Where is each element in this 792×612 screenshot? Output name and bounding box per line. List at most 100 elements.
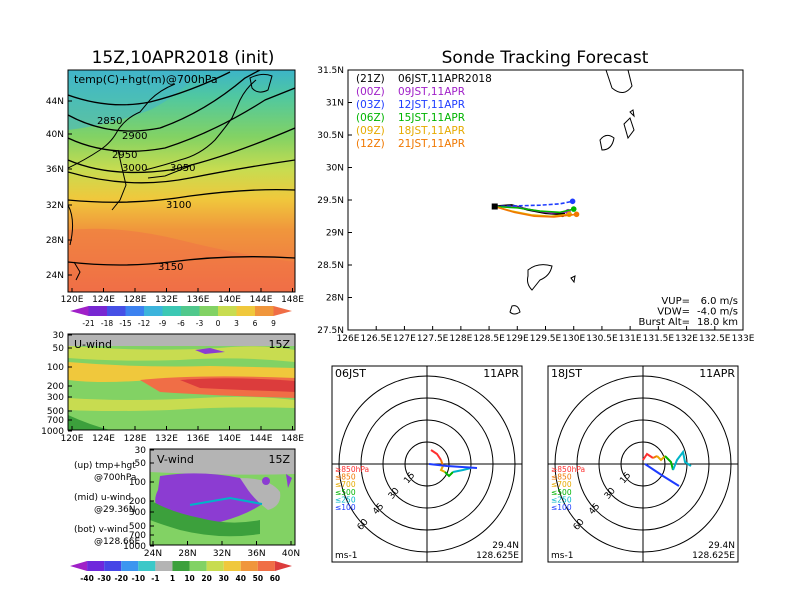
lat-tick-label: 30.5N bbox=[317, 131, 344, 141]
param-value: 18.0 km bbox=[697, 317, 738, 328]
colorbar-label: 20 bbox=[201, 574, 211, 583]
level-legend: ≤850 bbox=[551, 473, 572, 482]
lon-tick-label: 127.5E bbox=[417, 334, 449, 344]
contour-label: 2850 bbox=[97, 116, 122, 127]
colorbar-label: -15 bbox=[119, 319, 131, 328]
lon-tick-label: 136E bbox=[187, 295, 210, 305]
lat-tick-label: 30N bbox=[326, 164, 344, 174]
pressure-tick-label: 700 bbox=[129, 531, 146, 541]
lat-tick-label: 29N bbox=[326, 229, 344, 239]
colorbar-swatch bbox=[125, 306, 144, 316]
lon-tick-label: 136E bbox=[187, 434, 210, 444]
colorbar-label: -3 bbox=[196, 319, 204, 328]
colorbar-label: 60 bbox=[270, 574, 280, 583]
note-head: (up) tmp+hgt bbox=[74, 461, 136, 471]
colorbar-label: 30 bbox=[218, 574, 228, 583]
pressure-tick-label: 700 bbox=[47, 416, 64, 426]
map-label: temp(C)+hgt(m)@700hPa bbox=[74, 73, 218, 86]
hodo-time: 18JST bbox=[551, 367, 582, 380]
legend-code: (09Z) bbox=[356, 125, 385, 137]
colorbar-swatch bbox=[88, 306, 107, 316]
colorbar-label: -30 bbox=[97, 574, 111, 583]
level-legend: ≤700 bbox=[335, 480, 356, 489]
lon-tick-label: 130E bbox=[562, 334, 585, 344]
track-line bbox=[494, 205, 574, 214]
colorbar-swatch bbox=[199, 306, 218, 316]
level-legend: ≥850hPa bbox=[335, 465, 369, 474]
track-line bbox=[494, 205, 577, 218]
contour-label: 3050 bbox=[170, 163, 195, 174]
lat-tick-label: 29.5N bbox=[317, 196, 344, 206]
contour-label: 2950 bbox=[112, 150, 137, 161]
contour-label: 3100 bbox=[166, 200, 191, 211]
colorbar-label: 6 bbox=[253, 319, 258, 328]
hodo-time: 06JST bbox=[335, 367, 366, 380]
note-sub: @29.36N bbox=[94, 505, 136, 515]
colorbar-label: 40 bbox=[236, 574, 246, 583]
lon-tick-label: 130.5E bbox=[586, 334, 618, 344]
colorbar-swatch bbox=[104, 561, 122, 571]
contour-label: 3150 bbox=[158, 262, 183, 273]
lat-tick-label: 40N bbox=[282, 549, 300, 559]
contour-label: 3000 bbox=[122, 163, 147, 174]
lon-tick-label: 140E bbox=[218, 295, 241, 305]
lon-tick-label: 128E bbox=[124, 295, 147, 305]
lat-tick-label: 28.5N bbox=[317, 261, 344, 271]
hodograph-trace bbox=[644, 463, 680, 487]
colorbar-label: 9 bbox=[271, 319, 276, 328]
lat-tick-label: 31.5N bbox=[317, 66, 344, 76]
lon-tick-label: 124E bbox=[92, 434, 115, 444]
pressure-tick-label: 500 bbox=[129, 522, 146, 532]
hodo-units: ms-1 bbox=[551, 551, 573, 561]
pressure-tick-label: 50 bbox=[53, 344, 65, 354]
level-legend: ≤250 bbox=[335, 495, 356, 504]
hodograph-trace bbox=[652, 455, 658, 459]
lat-tick-label: 36N bbox=[247, 549, 265, 559]
lon-tick-label: 124E bbox=[92, 295, 115, 305]
colorbar-label: 10 bbox=[184, 574, 194, 583]
legend-time: 15JST,11APR bbox=[398, 112, 465, 124]
colorbar-label: 0 bbox=[216, 319, 221, 328]
lat-tick-label: 28N bbox=[326, 294, 344, 304]
v-wind-label: V-wind bbox=[157, 453, 194, 466]
lon-tick-label: 132.5E bbox=[699, 334, 731, 344]
hodo-date: 11APR bbox=[483, 367, 519, 380]
lon-tick-label: 127E bbox=[393, 334, 416, 344]
hodograph-trace bbox=[444, 471, 454, 478]
param-value: -4.0 m/s bbox=[697, 307, 738, 318]
colorbar-label: 50 bbox=[253, 574, 263, 583]
legend-code: (03Z) bbox=[356, 99, 385, 111]
lon-tick-label: 132E bbox=[155, 295, 178, 305]
colorbar-label: -40 bbox=[80, 574, 94, 583]
legend-time: 21JST,11APR bbox=[398, 138, 465, 150]
colorbar-label: -21 bbox=[82, 319, 94, 328]
param-value: 6.0 m/s bbox=[701, 296, 738, 307]
legend-code: (21Z) bbox=[356, 73, 385, 85]
hodograph-trace bbox=[430, 449, 442, 461]
track-panel: 31.5N 31N 30.5N 30N 29.5N 29N 28.5N 28N 27.5N 12… bbox=[317, 66, 755, 344]
lon-tick-label: 120E bbox=[61, 434, 84, 444]
colorbar-swatch bbox=[87, 561, 105, 571]
colorbar-swatch bbox=[257, 561, 275, 571]
hodo-date: 11APR bbox=[699, 367, 735, 380]
colorbar-label: 3 bbox=[234, 319, 239, 328]
level-legend: ≤500 bbox=[335, 488, 356, 497]
param-name: Burst Alt= bbox=[638, 317, 690, 328]
landing-point bbox=[573, 211, 580, 218]
legend-time: 18JST,11APR bbox=[398, 125, 465, 137]
lon-tick-label: 132E bbox=[675, 334, 698, 344]
colorbar-swatch bbox=[70, 306, 89, 316]
colorbar-label: -9 bbox=[159, 319, 167, 328]
level-legend: ≤850 bbox=[335, 473, 356, 482]
lat-tick-label: 40N bbox=[46, 130, 64, 140]
legend-code: (12Z) bbox=[356, 138, 385, 150]
colorbar-swatch bbox=[172, 561, 190, 571]
level-legend: ≤250 bbox=[551, 495, 572, 504]
lat-tick-label: 36N bbox=[46, 165, 64, 175]
colorbar-label: -20 bbox=[114, 574, 128, 583]
note-sub: @128.66E bbox=[94, 537, 140, 547]
note-head: (mid) u-wind bbox=[74, 493, 131, 503]
